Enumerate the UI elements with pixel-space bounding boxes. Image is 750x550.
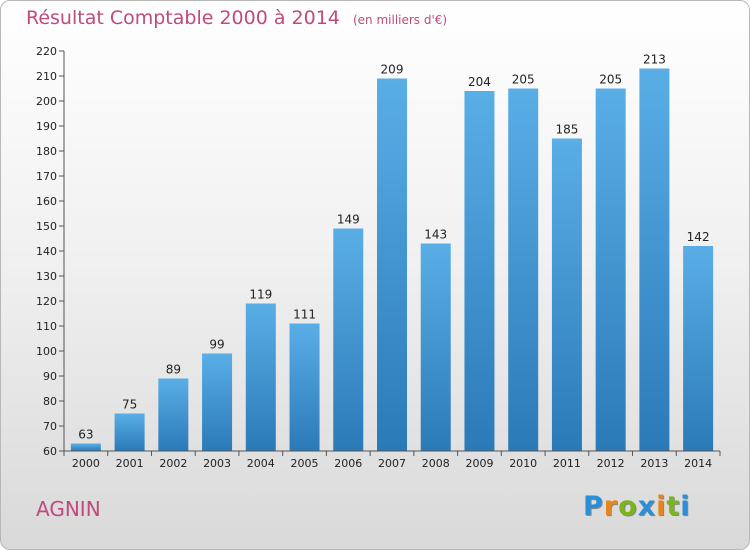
title-row: Résultat Comptable 2000 à 2014 (en milli… (26, 7, 447, 29)
y-tick-label: 200 (36, 95, 57, 108)
bar-value-label: 213 (643, 53, 666, 67)
bar (683, 246, 714, 451)
bar-value-label: 185 (555, 123, 578, 137)
bar-value-label: 143 (424, 228, 447, 242)
y-tick-label: 60 (43, 445, 57, 458)
logo-letter: i (656, 491, 667, 522)
bar-value-label: 99 (209, 338, 224, 352)
x-tick-label: 2008 (422, 457, 450, 470)
bar-value-label: 204 (468, 75, 491, 89)
bar (420, 243, 451, 451)
y-tick-label: 110 (36, 320, 57, 333)
bar (158, 378, 189, 451)
y-tick-label: 160 (36, 195, 57, 208)
bar (464, 91, 495, 451)
bar (245, 303, 276, 451)
logo-letter: i (680, 491, 691, 522)
bar (508, 88, 539, 451)
logo-letter: t (666, 491, 681, 522)
y-tick-label: 70 (43, 420, 57, 433)
bar (333, 228, 364, 451)
x-tick-label: 2005 (291, 457, 319, 470)
y-tick-label: 220 (36, 45, 57, 58)
y-tick-label: 100 (36, 345, 57, 358)
bar-value-label: 209 (381, 63, 404, 77)
x-tick-label: 2007 (378, 457, 406, 470)
bar (639, 68, 670, 451)
proxiti-logo[interactable]: Proxiti (583, 491, 691, 522)
y-tick-label: 140 (36, 245, 57, 258)
bar-value-label: 111 (293, 308, 316, 322)
x-tick-label: 2012 (597, 457, 625, 470)
y-tick-label: 210 (36, 70, 57, 83)
bar-value-label: 205 (599, 73, 622, 87)
x-axis: 2000 2001 2002 2003 2004 2005 2006 2007 2008 2009… (63, 450, 721, 470)
bar (70, 443, 101, 451)
bar (114, 413, 145, 451)
y-tick-label: 90 (43, 370, 57, 383)
x-tick-label: 2006 (334, 457, 362, 470)
y-tick-label: 120 (36, 295, 57, 308)
x-tick-label: 2013 (640, 457, 668, 470)
y-axis: 60 70 80 90 100 110 120 130 140 150 160 170 180 190 20… (36, 45, 65, 458)
bar-value-label: 205 (512, 73, 535, 87)
y-tick-label: 170 (36, 170, 57, 183)
x-tick-label: 2010 (509, 457, 537, 470)
x-tick-label: 2003 (203, 457, 231, 470)
x-tick-label: 2011 (553, 457, 581, 470)
bars-group: 63 75 89 99 119 111 149 209 143 204 205 185 205 213 14… (70, 53, 714, 451)
bar (202, 353, 233, 451)
y-tick-label: 150 (36, 220, 57, 233)
y-tick-label: 80 (43, 395, 57, 408)
x-tick-label: 2004 (247, 457, 275, 470)
y-tick-label: 130 (36, 270, 57, 283)
logo-letter: x (637, 491, 657, 522)
bar-value-label: 149 (337, 213, 360, 227)
x-tick-label: 2014 (684, 457, 712, 470)
logo-letter: r (603, 491, 619, 522)
x-tick-label: 2009 (465, 457, 493, 470)
bar-value-label: 119 (249, 288, 272, 302)
x-tick-label: 2002 (159, 457, 187, 470)
x-tick-label: 2000 (72, 457, 100, 470)
y-tick-label: 190 (36, 120, 57, 133)
bar-value-label: 63 (78, 428, 93, 442)
chart-subtitle: (en milliers d'€) (352, 13, 448, 27)
bar-value-label: 89 (166, 363, 181, 377)
bar (289, 323, 320, 451)
y-tick-label: 180 (36, 145, 57, 158)
chart-title: Résultat Comptable 2000 à 2014 (26, 7, 340, 29)
bar (551, 138, 582, 451)
bar (595, 88, 626, 451)
location-label: AGNIN (36, 497, 101, 521)
bar (377, 78, 407, 451)
logo-letter: o (618, 491, 638, 522)
x-tick-label: 2001 (116, 457, 144, 470)
logo-letter: P (583, 491, 604, 522)
bar-value-label: 142 (687, 230, 710, 244)
bar-value-label: 75 (122, 398, 137, 412)
